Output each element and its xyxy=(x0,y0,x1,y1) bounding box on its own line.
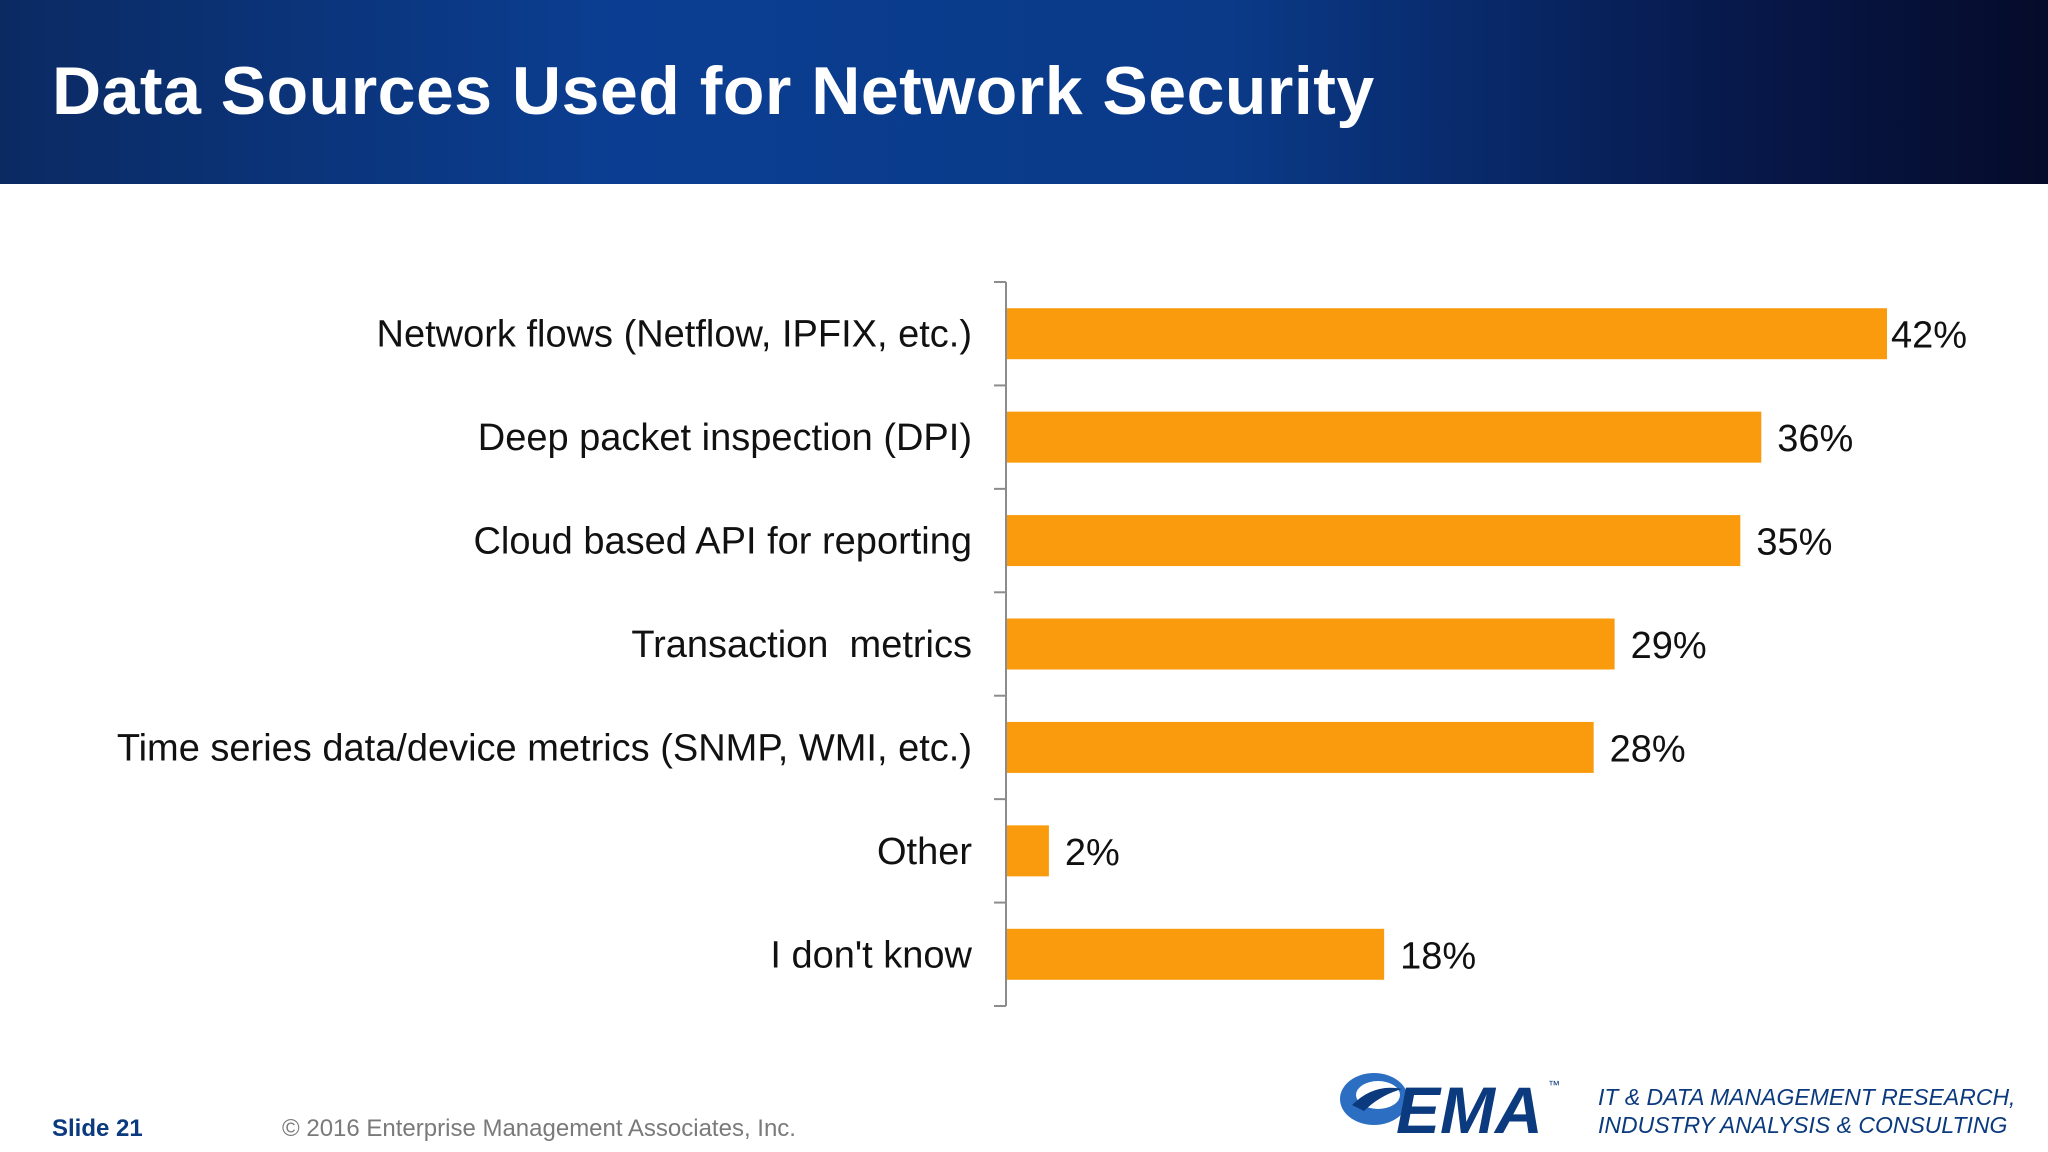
bar xyxy=(1007,825,1049,877)
slide-number: Slide 21 xyxy=(52,1115,143,1142)
bar xyxy=(1007,618,1615,670)
category-label: Transaction metrics xyxy=(631,624,972,666)
ema-logo-text: EMA xyxy=(1396,1073,1543,1145)
data-label: 2% xyxy=(1065,832,1120,874)
bar xyxy=(1007,721,1594,773)
data-label: 42% xyxy=(1891,315,1967,357)
chart-bars xyxy=(1007,308,1887,980)
category-label: Other xyxy=(877,831,972,873)
category-label: Deep packet inspection (DPI) xyxy=(478,417,972,459)
ema-e-swoosh-icon xyxy=(1340,1073,1408,1125)
ema-logo: EMA ™ xyxy=(1340,1073,1560,1145)
header-banner: Data Sources Used for Network Security xyxy=(0,0,2048,184)
category-label: Time series data/device metrics (SNMP, W… xyxy=(117,727,972,769)
bar-chart: Network flows (Netflow, IPFIX, etc.) Deep… xyxy=(117,281,1967,1007)
tagline-line-1: IT & DATA MANAGEMENT RESEARCH, xyxy=(1598,1084,2016,1110)
category-label: I don't know xyxy=(770,934,972,976)
page-title: Data Sources Used for Network Security xyxy=(52,53,1375,129)
ema-logo-tm: ™ xyxy=(1548,1078,1560,1092)
data-label: 18% xyxy=(1400,935,1476,977)
data-label: 35% xyxy=(1756,522,1832,564)
chart-axis xyxy=(994,281,1007,1007)
tagline-line-2: INDUSTRY ANALYSIS & CONSULTING xyxy=(1598,1112,2008,1138)
bar xyxy=(1007,308,1887,360)
category-labels: Network flows (Netflow, IPFIX, etc.) Deep… xyxy=(117,314,973,977)
data-label: 28% xyxy=(1610,728,1686,770)
category-label: Network flows (Netflow, IPFIX, etc.) xyxy=(377,314,972,356)
bar xyxy=(1007,515,1741,567)
copyright-text: © 2016 Enterprise Management Associates,… xyxy=(282,1115,796,1142)
data-label: 36% xyxy=(1777,418,1853,460)
bar xyxy=(1007,928,1385,980)
tagline: IT & DATA MANAGEMENT RESEARCH, INDUSTRY … xyxy=(1598,1083,2015,1139)
data-label: 29% xyxy=(1631,625,1707,667)
value-labels: 42% 36% 35% 29% 28% 2% 18% xyxy=(1065,315,1967,978)
bar xyxy=(1007,411,1762,463)
category-label: Cloud based API for reporting xyxy=(473,521,972,563)
